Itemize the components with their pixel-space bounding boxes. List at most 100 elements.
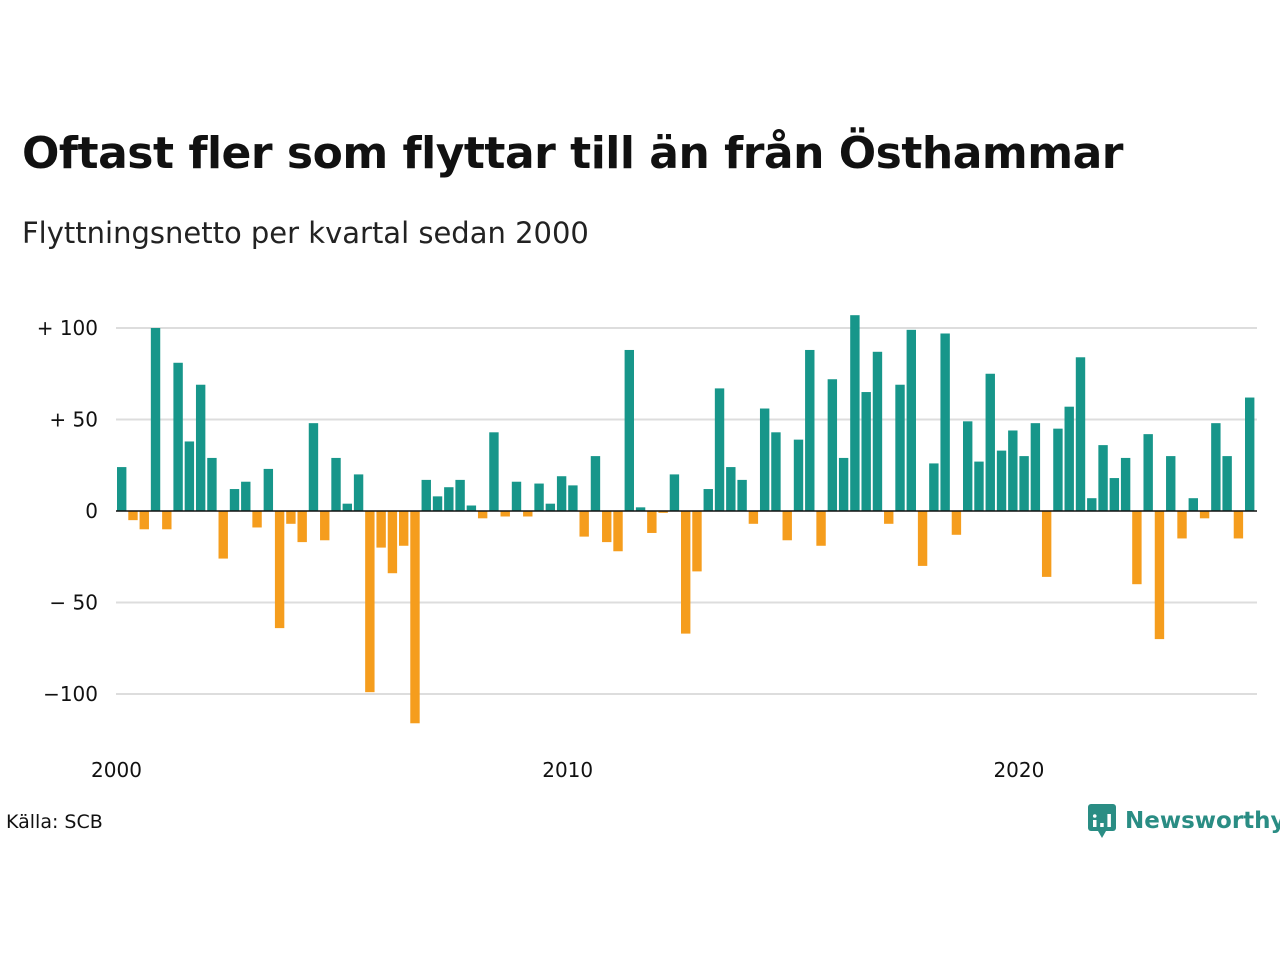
bar (511, 481, 522, 511)
bar (1199, 511, 1210, 519)
x-tick-label: 2010 (542, 758, 593, 782)
bar (714, 388, 725, 511)
bars (117, 315, 1255, 724)
bar (1154, 511, 1165, 640)
bar (872, 351, 883, 511)
bar (1019, 456, 1029, 511)
bar (658, 511, 668, 513)
bar (1030, 423, 1041, 511)
bar (444, 487, 454, 511)
bar (263, 468, 274, 511)
bar (241, 481, 251, 511)
newsworthy-logo-icon (1088, 804, 1116, 838)
bar (150, 328, 161, 511)
bar (895, 384, 905, 511)
bar (681, 511, 691, 634)
bar (1233, 511, 1244, 539)
bar (827, 379, 838, 511)
bar (534, 483, 544, 511)
bar (759, 408, 770, 511)
bar (1222, 456, 1232, 511)
bar (1245, 397, 1255, 511)
bar (590, 456, 601, 511)
bar (207, 457, 217, 511)
bar (906, 329, 916, 511)
bar (274, 511, 285, 629)
bar (996, 450, 1007, 511)
bar (963, 421, 973, 511)
bar (162, 511, 172, 530)
bar (1166, 456, 1176, 511)
bar (173, 362, 183, 511)
bar (545, 503, 556, 511)
bar (139, 511, 149, 530)
bar (128, 511, 138, 521)
bar (884, 511, 894, 524)
bar (331, 457, 341, 511)
bar (1041, 511, 1052, 577)
brand-logo: Newsworthy (1088, 804, 1280, 838)
brand-name: Newsworthy (1125, 808, 1280, 834)
bar (951, 511, 962, 535)
bar (1053, 428, 1063, 511)
bar (421, 479, 431, 511)
bar (850, 315, 860, 511)
bar (1120, 457, 1131, 511)
bar (1143, 434, 1153, 511)
bar (387, 511, 398, 574)
bar (184, 441, 195, 511)
bar (692, 511, 702, 572)
bar (568, 485, 578, 511)
bar (985, 373, 995, 511)
bar (861, 392, 871, 511)
bar (489, 432, 499, 511)
bar (399, 511, 409, 546)
bar (917, 511, 928, 566)
bar (782, 511, 792, 541)
y-tick-label: + 100 (37, 316, 98, 340)
bar (669, 474, 680, 511)
bar (805, 349, 815, 511)
bar (252, 511, 262, 528)
bar (748, 511, 759, 524)
source-note: Källa: SCB (6, 811, 103, 833)
bar (308, 423, 319, 511)
bar (1177, 511, 1187, 539)
bar (771, 432, 781, 511)
bar (647, 511, 657, 533)
bar (1087, 498, 1097, 511)
bar (974, 461, 984, 511)
bar (455, 479, 465, 511)
bar (635, 507, 646, 511)
bar (342, 503, 352, 511)
bar (365, 511, 375, 693)
bar (376, 511, 386, 548)
bar (218, 511, 228, 559)
bar (1109, 478, 1120, 511)
y-tick-label: 0 (85, 499, 98, 523)
bar (1211, 423, 1221, 511)
bar (286, 511, 296, 524)
bar (726, 467, 736, 511)
bar (929, 463, 939, 511)
bar (1132, 511, 1142, 585)
bar (940, 333, 950, 511)
bar (624, 349, 634, 511)
bar (838, 457, 849, 511)
chart-title: Oftast fler som flyttar till än från Öst… (22, 128, 1124, 179)
bar (602, 511, 612, 543)
bar (793, 439, 804, 511)
bar (500, 511, 510, 517)
bar (556, 476, 567, 511)
bar (1188, 498, 1198, 511)
bar (1098, 445, 1108, 511)
bar (117, 467, 127, 511)
bar (353, 474, 364, 511)
y-axis-ticks: + 100 + 50 0 − 50 −100 (37, 316, 98, 706)
bar (1064, 406, 1074, 511)
chart-subtitle: Flyttningsnetto per kvartal sedan 2000 (22, 216, 589, 250)
x-tick-label: 2020 (993, 758, 1044, 782)
bar (1075, 357, 1086, 511)
